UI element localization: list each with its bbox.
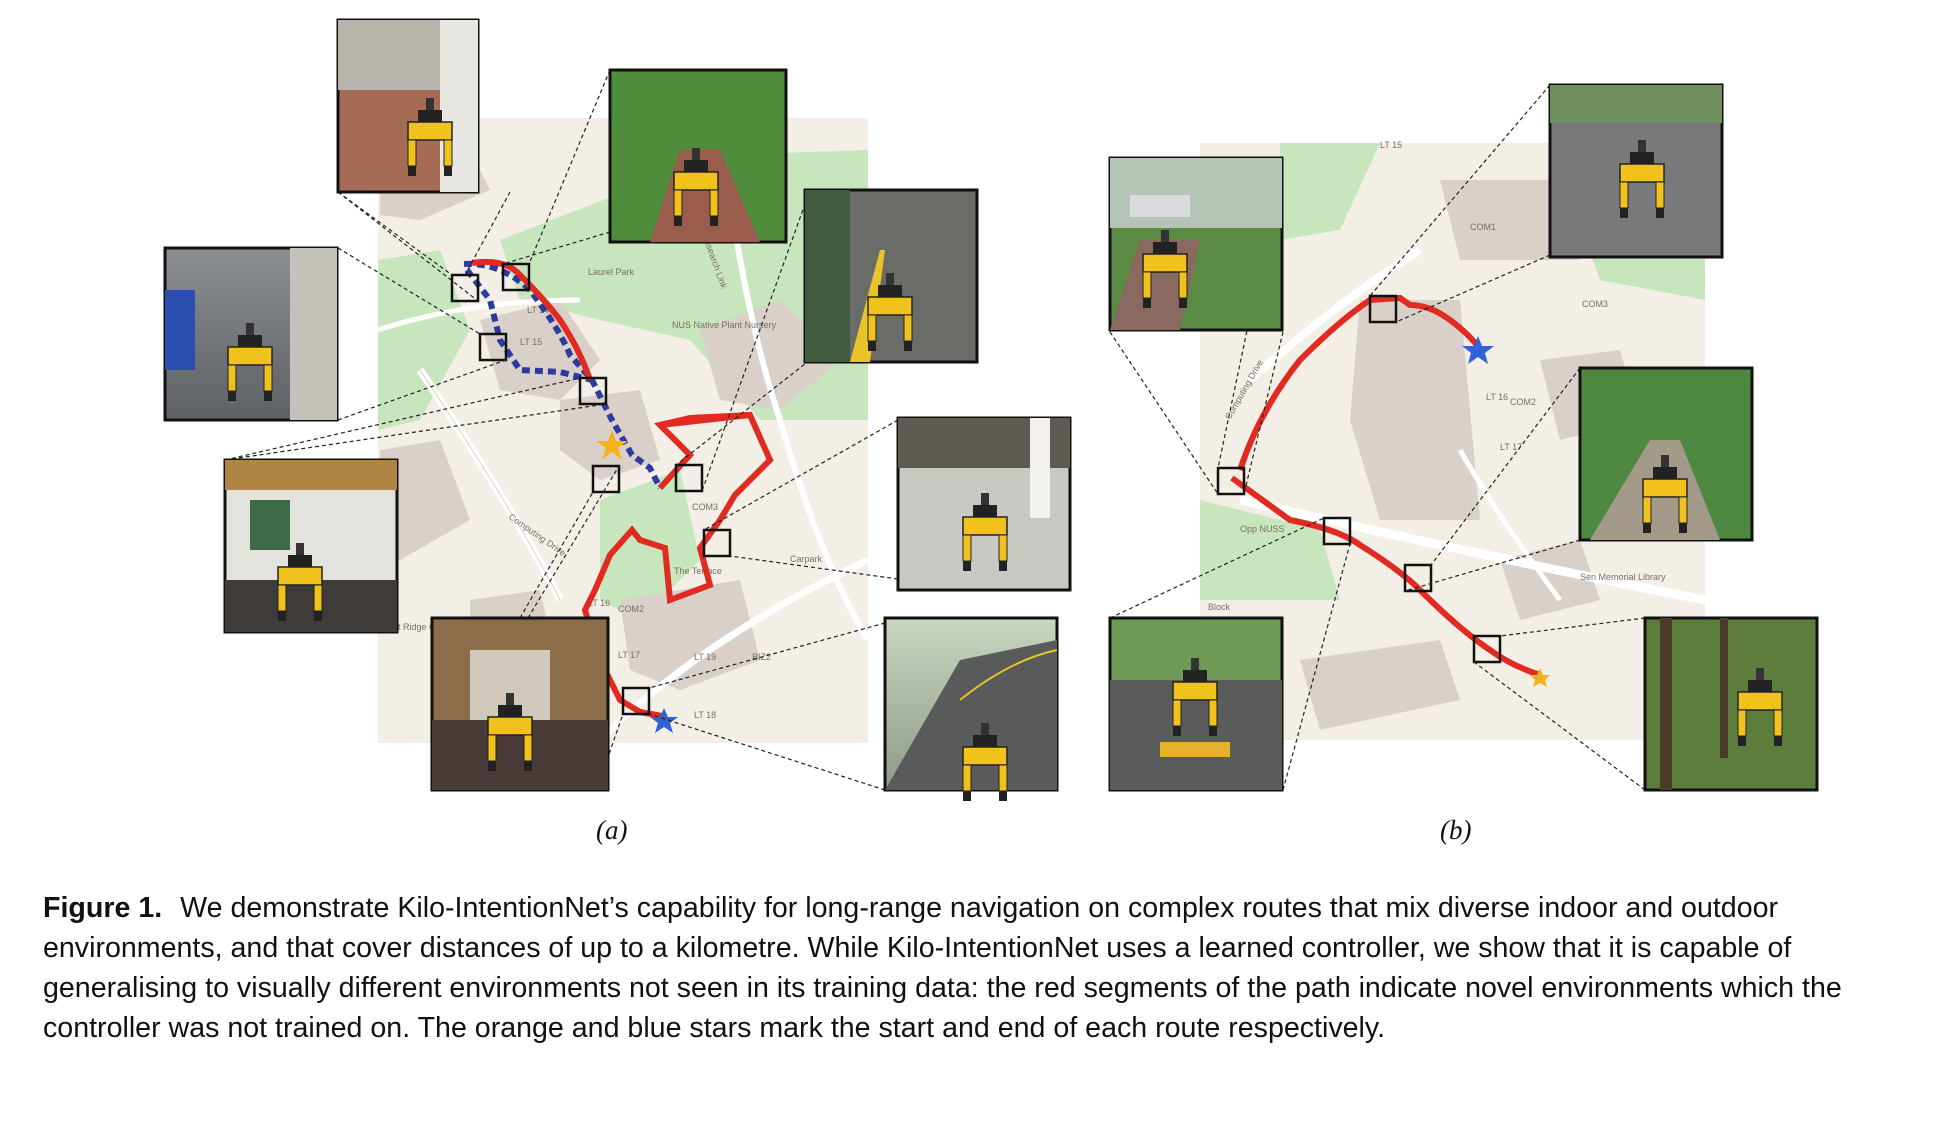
map-label: LT 16 — [588, 598, 610, 608]
map-label: Laurel Park — [588, 267, 635, 277]
map-label: COM1 — [1470, 222, 1496, 232]
map-label: Carpark — [790, 554, 823, 564]
route-b-novel-segment — [1237, 294, 1481, 471]
figure-number: Figure 1. — [43, 892, 163, 924]
map-label: LT 16 — [1486, 392, 1508, 402]
map-label: LT 15 — [1380, 140, 1402, 150]
end-star — [650, 708, 678, 733]
photo-b-tree-sidewalk — [1578, 366, 1754, 542]
subfigure-label-a: (a) — [596, 815, 628, 845]
figure-caption: Figure 1. We demonstrate Kilo-IntentionN… — [43, 888, 1933, 1048]
photo-b-parking-lot — [1548, 83, 1724, 259]
photo-b-sidewalk-car — [1108, 156, 1284, 332]
map-label: LT 17 — [1500, 442, 1522, 452]
start-star — [596, 430, 628, 460]
photo-a-stairs — [336, 18, 480, 194]
photo-a-carpet-hallway — [430, 616, 610, 792]
caption-text: We demonstrate Kilo-IntentionNet’s capab… — [43, 892, 1842, 1044]
map-label: The Terrace — [674, 566, 722, 576]
map-label: LT 17 — [618, 650, 640, 660]
map-label: LT 14 — [527, 305, 549, 315]
map-label: Sen Memorial Library — [1580, 572, 1666, 582]
map-label: COM2 — [1510, 397, 1536, 407]
photo-a-park-path — [608, 68, 788, 244]
figure-1: Laurel Park Research Link NUS Native Pla… — [163, 18, 1819, 802]
waypoint-boxes — [450, 262, 732, 716]
route-a — [450, 258, 774, 733]
map-label: COM2 — [618, 604, 644, 614]
photo-b-crosswalk — [1108, 616, 1284, 792]
photo-a-corridor-yellow-line — [803, 188, 979, 364]
map-label: Block — [1208, 602, 1231, 612]
route-b — [1216, 294, 1550, 687]
map-label: Kent Ridge Guild House — [382, 622, 479, 632]
route-a-novel-segment — [471, 258, 593, 381]
leader-lines-a — [224, 69, 906, 791]
route-a-trained-segment — [464, 268, 593, 383]
map-label: LT 18 — [694, 710, 716, 720]
photo-a-road-curve — [883, 616, 1059, 802]
map-label: COM3 — [1582, 299, 1608, 309]
subfigure-label-b: (b) — [1440, 815, 1472, 845]
start-star — [1530, 668, 1550, 687]
map-label: NUS Native Plant Nursery — [672, 320, 777, 330]
waypoint-boxes — [1216, 294, 1502, 664]
map-label: COM3 — [692, 502, 718, 512]
map-label: LT 15 — [520, 337, 542, 347]
end-star — [1462, 336, 1494, 364]
photo-a-corridor-railings — [163, 246, 339, 422]
route-a-trained-segment — [463, 260, 663, 490]
photo-a-green-wall-corridor — [223, 458, 399, 634]
photo-a-open-hall — [896, 416, 1072, 592]
map-label: Opp NUSS — [1240, 524, 1285, 534]
map-label: LT 19 — [694, 652, 716, 662]
photo-b-lawn-trees — [1643, 616, 1819, 792]
